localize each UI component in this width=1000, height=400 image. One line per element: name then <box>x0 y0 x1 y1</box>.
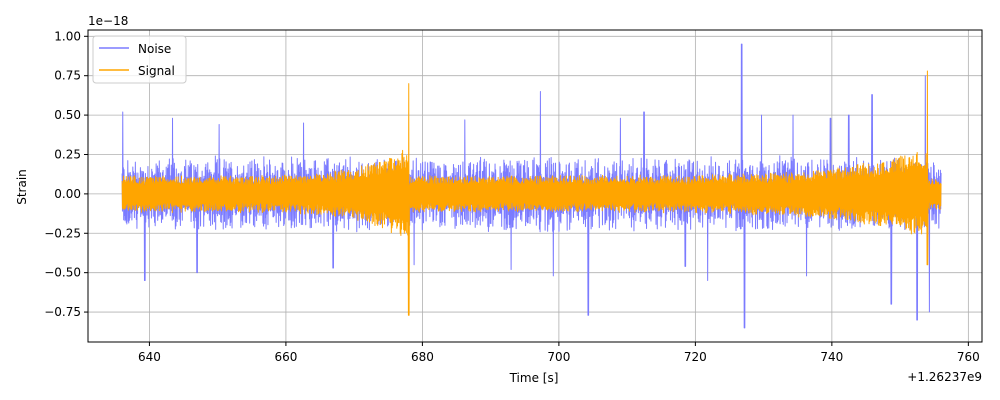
y-scale-label: 1e−18 <box>88 14 128 28</box>
y-tick-label: −0.50 <box>44 266 81 280</box>
y-tick-label: −0.25 <box>44 226 81 240</box>
x-tick-label: 740 <box>820 350 843 364</box>
x-tick-label: 680 <box>411 350 434 364</box>
x-offset-label: +1.26237e9 <box>907 370 982 384</box>
legend-noise-label: Noise <box>138 42 171 56</box>
y-tick-label: 0.00 <box>54 187 81 201</box>
y-tick-label: 0.25 <box>54 147 81 161</box>
plot-series <box>121 43 942 329</box>
signal-series-line <box>121 70 942 316</box>
y-tick-label: −0.75 <box>44 305 81 319</box>
x-tick-label: 660 <box>274 350 297 364</box>
legend: Noise Signal <box>92 35 187 84</box>
x-tick-label: 640 <box>138 350 161 364</box>
x-tick-label: 720 <box>684 350 707 364</box>
y-axis-label: Strain <box>15 169 29 205</box>
x-tick-label: 700 <box>547 350 570 364</box>
y-tick-label: 0.50 <box>54 108 81 122</box>
x-axis-label: Time [s] <box>509 371 559 385</box>
x-tick-label: 760 <box>957 350 980 364</box>
y-tick-label: 0.75 <box>54 69 81 83</box>
legend-signal-label: Signal <box>138 64 175 78</box>
plot-frame <box>87 29 983 343</box>
axis-ticks: 640 660 680 700 720 740 760 −0.75 −0.50 −0.25 0.00… <box>44 29 980 364</box>
y-tick-label: 1.00 <box>54 29 81 43</box>
